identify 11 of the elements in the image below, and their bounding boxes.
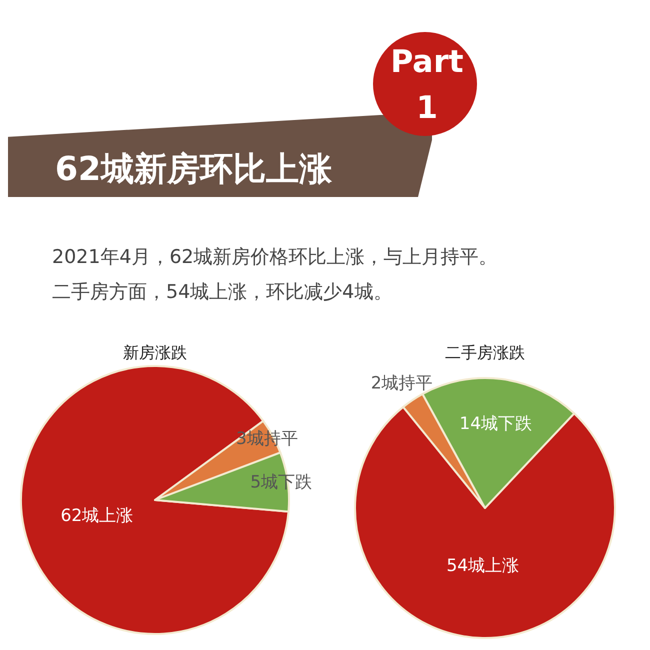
slice-label: 62城上涨 [60,506,134,526]
text: Part [390,44,464,80]
text: 2021年4月，62城新房价格环比上涨，与上月持平。 [52,246,498,268]
chart-title: 新房涨跌 [123,343,187,362]
text: 二手房方面，54城上涨，环比减少4城。 [52,281,392,303]
slice-label: 54城上涨 [446,556,520,576]
chart-title: 二手房涨跌 [445,343,525,362]
slice-label: 14城下跌 [459,414,532,434]
slice-label: 2城持平 [370,373,433,394]
text: 62城新房环比上涨 [55,149,333,188]
text: 1 [416,90,438,126]
